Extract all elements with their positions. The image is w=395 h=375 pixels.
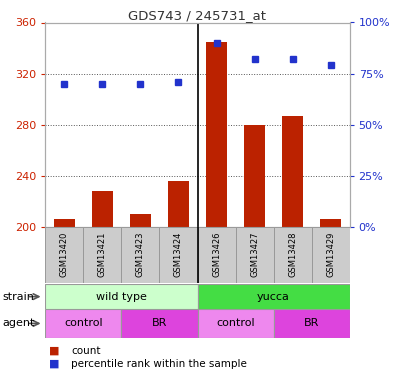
Text: GSM13429: GSM13429 (326, 231, 335, 277)
Text: GSM13426: GSM13426 (212, 231, 221, 277)
Bar (244, 124, 265, 227)
Text: agent: agent (2, 318, 34, 328)
Bar (83, 227, 122, 283)
Text: strain: strain (2, 292, 34, 302)
Text: wild type: wild type (96, 292, 147, 302)
Bar (160, 227, 198, 283)
Bar (198, 284, 350, 309)
Bar (168, 181, 189, 227)
Bar (54, 219, 75, 227)
Bar (130, 214, 151, 227)
Text: control: control (216, 318, 255, 328)
Text: ■: ■ (49, 346, 60, 355)
Text: GSM13424: GSM13424 (174, 231, 183, 277)
Text: GDS743 / 245731_at: GDS743 / 245731_at (128, 9, 267, 22)
Text: BR: BR (152, 318, 167, 328)
Bar (273, 309, 350, 338)
Bar (45, 227, 83, 283)
Bar (282, 116, 303, 227)
Bar (198, 309, 274, 338)
Text: percentile rank within the sample: percentile rank within the sample (71, 359, 247, 369)
Bar (206, 42, 227, 227)
Bar (122, 309, 198, 338)
Bar (122, 227, 160, 283)
Text: control: control (64, 318, 103, 328)
Text: GSM13423: GSM13423 (136, 231, 145, 277)
Text: count: count (71, 346, 101, 355)
Text: BR: BR (304, 318, 319, 328)
Text: GSM13427: GSM13427 (250, 231, 259, 277)
Bar (45, 309, 122, 338)
Text: GSM13421: GSM13421 (98, 231, 107, 277)
Bar (312, 227, 350, 283)
Text: yucca: yucca (257, 292, 290, 302)
Bar (198, 227, 235, 283)
Text: GSM13428: GSM13428 (288, 231, 297, 277)
Bar (235, 227, 274, 283)
Bar (320, 219, 341, 227)
Text: ■: ■ (49, 359, 60, 369)
Bar (92, 191, 113, 227)
Bar (45, 284, 198, 309)
Bar (273, 227, 312, 283)
Text: GSM13420: GSM13420 (60, 231, 69, 277)
